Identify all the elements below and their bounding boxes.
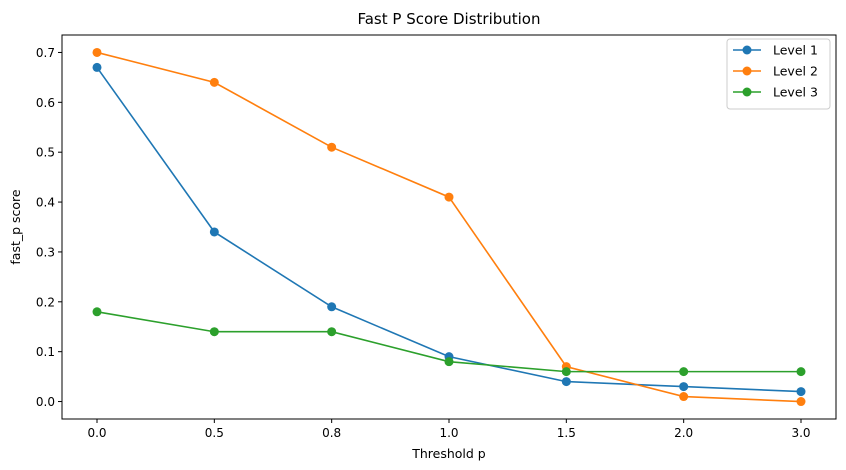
data-point-level-1 xyxy=(561,377,571,387)
y-tick-label: 0.4 xyxy=(36,196,55,210)
y-tick-label: 0.7 xyxy=(36,46,55,60)
legend-label: Level 2 xyxy=(773,64,818,79)
x-tick-label: 0.8 xyxy=(322,426,341,440)
legend: Level 1 Level 2 Level 3 xyxy=(726,38,831,110)
data-point-level-2 xyxy=(209,77,219,87)
x-tick-label: 2.0 xyxy=(674,426,693,440)
y-axis-label: fast_p score xyxy=(8,189,23,265)
legend-label: Level 3 xyxy=(773,85,818,100)
y-tick-label: 0.0 xyxy=(36,395,55,409)
data-point-level-3 xyxy=(209,327,219,337)
legend-marker xyxy=(742,45,752,55)
data-point-level-1 xyxy=(209,227,219,237)
x-axis-label: Threshold p xyxy=(411,446,486,461)
y-tick-label: 0.6 xyxy=(36,96,55,110)
x-tick-label: 0.0 xyxy=(87,426,106,440)
legend-marker xyxy=(742,66,752,76)
data-point-level-2 xyxy=(796,397,806,407)
data-point-level-1 xyxy=(92,62,102,72)
data-point-level-2 xyxy=(92,47,102,57)
y-axis: 0.0 0.1 0.2 0.3 0.4 0.5 0.6 0.7 xyxy=(36,46,62,409)
data-point-level-2 xyxy=(444,192,454,202)
data-point-level-2 xyxy=(679,392,689,402)
y-tick-label: 0.1 xyxy=(36,345,55,359)
data-point-level-3 xyxy=(444,357,454,367)
x-tick-label: 3.0 xyxy=(791,426,810,440)
series-layer xyxy=(92,47,806,407)
data-point-level-2 xyxy=(327,142,337,152)
data-point-level-3 xyxy=(92,307,102,317)
y-tick-label: 0.2 xyxy=(36,295,55,309)
data-point-level-3 xyxy=(796,367,806,377)
data-point-level-3 xyxy=(561,367,571,377)
x-tick-label: 1.0 xyxy=(439,426,458,440)
y-tick-label: 0.5 xyxy=(36,146,55,160)
y-tick-label: 0.3 xyxy=(36,245,55,259)
data-point-level-1 xyxy=(327,302,337,312)
data-point-level-1 xyxy=(796,387,806,397)
legend-marker xyxy=(742,87,752,97)
data-point-level-3 xyxy=(679,367,689,377)
chart-title: Fast P Score Distribution xyxy=(357,10,540,28)
data-point-level-3 xyxy=(327,327,337,337)
x-tick-label: 1.5 xyxy=(557,426,576,440)
x-tick-label: 0.5 xyxy=(205,426,224,440)
data-point-level-1 xyxy=(679,382,689,392)
x-axis: 0.0 0.5 0.8 1.0 1.5 2.0 3.0 xyxy=(87,419,811,440)
legend-label: Level 1 xyxy=(773,43,818,58)
